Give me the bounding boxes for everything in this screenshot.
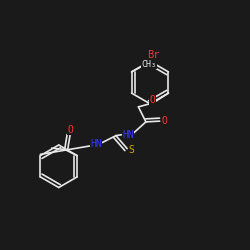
Text: CH₃: CH₃	[141, 60, 156, 69]
Text: O: O	[162, 116, 168, 126]
Text: Br: Br	[148, 50, 160, 60]
Text: O: O	[150, 95, 156, 105]
Text: O: O	[68, 125, 74, 135]
Text: S: S	[129, 145, 134, 155]
Text: HN: HN	[90, 139, 102, 149]
Text: HN: HN	[122, 130, 134, 140]
